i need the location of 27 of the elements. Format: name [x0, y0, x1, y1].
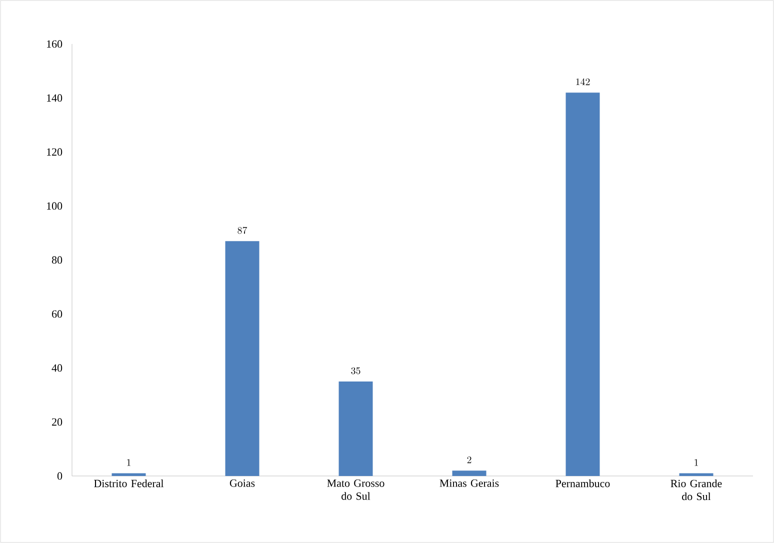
x-tick-label: Mato Grosso do Sul	[327, 480, 384, 500]
bar	[566, 92, 600, 476]
x-tick-label: Pernambuco	[556, 480, 610, 488]
data-label: 1	[694, 459, 698, 466]
x-tick-label: Rio Grande do Sul	[670, 480, 722, 500]
x-tick-label: Minas Gerais	[440, 480, 499, 487]
bar	[338, 381, 373, 476]
y-tick-label: 20	[52, 418, 62, 426]
x-tick-label: Goias	[230, 480, 255, 487]
bar	[452, 470, 486, 476]
x-tick-label: Distrito Federal	[94, 480, 164, 488]
y-tick-label: 100	[47, 202, 62, 210]
y-tick-label: 120	[47, 148, 62, 156]
data-label: 87	[238, 226, 248, 234]
data-label: 35	[351, 367, 360, 374]
y-tick-label: 60	[52, 310, 62, 318]
y-tick-label: 160	[47, 40, 62, 48]
y-tick-label: 140	[47, 94, 62, 102]
bar	[679, 473, 714, 476]
bar	[225, 241, 260, 476]
y-tick-label: 0	[57, 472, 62, 480]
data-label: 142	[576, 78, 590, 86]
y-tick-label: 80	[52, 256, 62, 264]
data-label: 1	[127, 459, 130, 466]
y-tick-label: 40	[52, 364, 62, 372]
bar	[112, 473, 146, 476]
data-label: 2	[467, 456, 472, 464]
